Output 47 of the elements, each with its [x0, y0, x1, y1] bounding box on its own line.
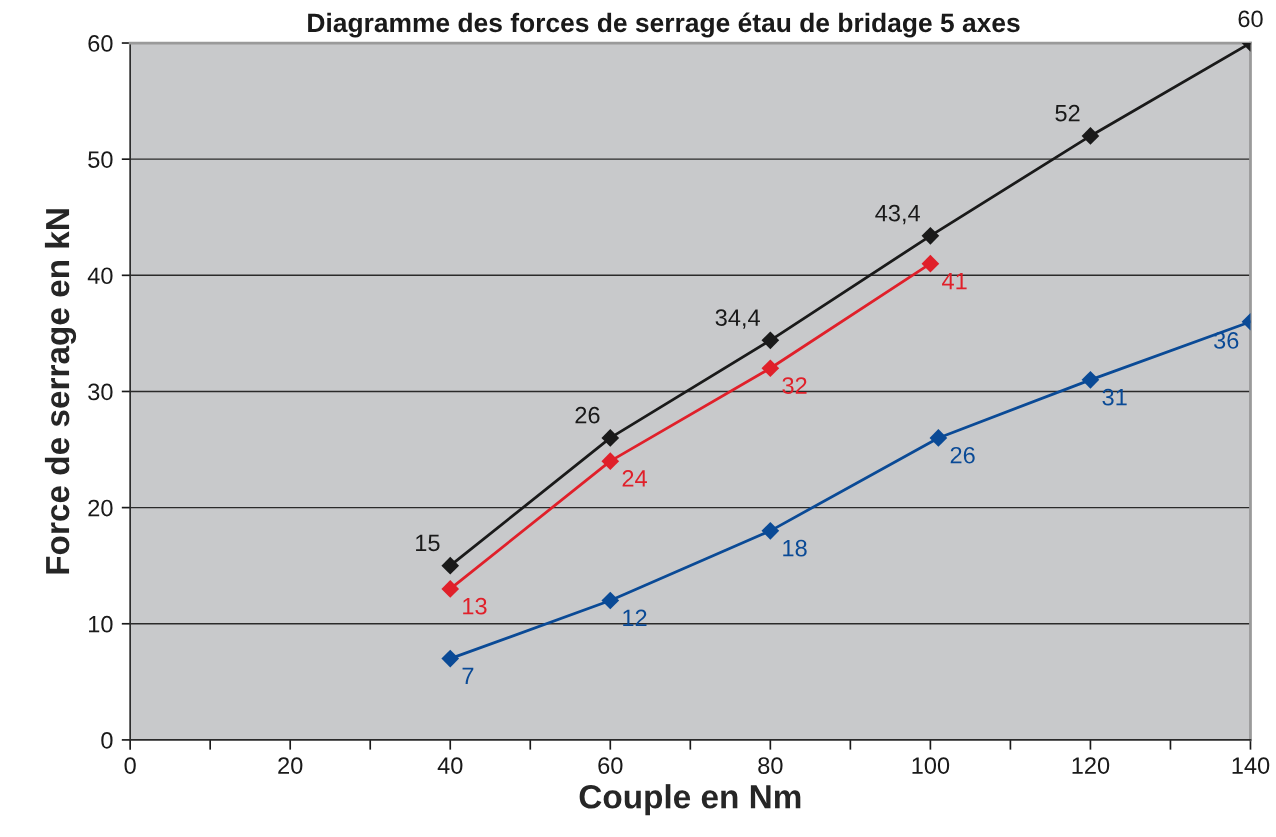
data-label: 60 — [1238, 10, 1263, 28]
data-label: 12 — [623, 609, 647, 626]
point — [601, 452, 620, 470]
x-axis-title: Couple en Nm — [579, 784, 801, 816]
data-label: 13 — [463, 597, 487, 615]
point — [1081, 127, 1100, 145]
point — [441, 649, 460, 668]
y-tick-label: 20 — [88, 499, 113, 517]
x-tick-label: 60 — [598, 757, 623, 774]
y-tick-label: 50 — [88, 151, 113, 168]
data-label: 26 — [575, 406, 600, 424]
data-label: 7 — [462, 667, 474, 685]
y-tick-label: 10 — [89, 615, 113, 633]
data-label: 18 — [783, 539, 807, 557]
x-tick-label: 140 — [1232, 757, 1270, 774]
point — [761, 522, 780, 540]
y-tick-label: 30 — [88, 383, 113, 401]
x-tick-label: 20 — [278, 757, 303, 774]
point — [601, 591, 620, 610]
data-label: 34,4 — [715, 309, 760, 329]
point — [929, 429, 948, 447]
data-label: 31 — [1102, 388, 1127, 406]
y-tick-label: 60 — [88, 35, 113, 52]
x-tick-label: 120 — [1072, 757, 1110, 774]
point — [441, 580, 460, 598]
point — [921, 254, 940, 273]
data-label: 24 — [622, 470, 647, 487]
point — [441, 556, 460, 575]
y-axis-title: Force de serrage en kN — [44, 209, 77, 574]
chart-title: Diagramme des forces de serrage étau de bridage 5 axes — [308, 12, 1020, 38]
point — [601, 429, 620, 447]
data-label: 52 — [1055, 104, 1080, 122]
data-label: 43,4 — [875, 204, 920, 225]
y-tick-label: 40 — [87, 267, 113, 285]
point — [921, 226, 940, 245]
x-tick-label: 100 — [912, 757, 950, 774]
point — [761, 359, 780, 378]
y-tick-label: 0 — [101, 731, 113, 749]
data-label: 26 — [950, 446, 975, 464]
data-label: 32 — [782, 377, 807, 394]
x-tick-label: 40 — [437, 757, 463, 774]
data-label: 15 — [416, 534, 440, 552]
point — [761, 331, 780, 350]
data-label: 41 — [942, 272, 967, 290]
x-tick-label: 0 — [124, 757, 136, 774]
point — [1081, 371, 1100, 389]
x-tick-label: 80 — [758, 757, 783, 774]
